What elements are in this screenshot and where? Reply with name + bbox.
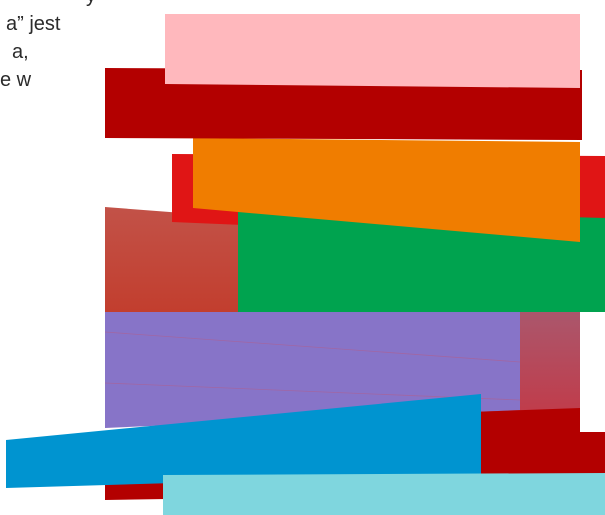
text-line: a, xyxy=(12,41,29,63)
dark-red-right-chunk xyxy=(470,408,605,478)
blue-wedge xyxy=(6,394,481,488)
text-line: e w xyxy=(0,69,32,91)
text-line: y xyxy=(86,0,96,10)
cyan-strip xyxy=(163,473,605,515)
orange-block xyxy=(193,138,580,242)
text-line: a” jest xyxy=(6,13,61,35)
pink-block xyxy=(165,14,580,88)
purple-block xyxy=(105,312,520,428)
purple-crease xyxy=(104,331,521,363)
